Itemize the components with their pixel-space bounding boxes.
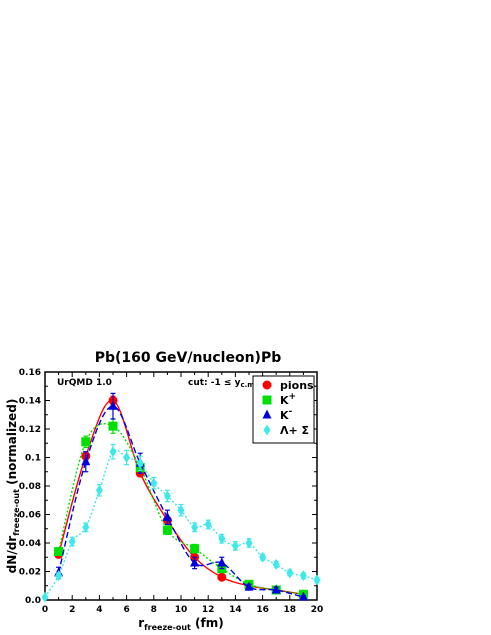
x-tick-label: 8 <box>151 605 157 615</box>
data-point <box>109 446 117 458</box>
data-point <box>190 544 200 554</box>
x-axis-label: rfreeze-out (fm) <box>138 616 224 632</box>
y-tick-label: 0.06 <box>19 511 41 521</box>
data-point <box>190 557 200 567</box>
data-point <box>259 551 267 563</box>
series-line <box>57 423 304 595</box>
x-tick-label: 18 <box>284 605 297 615</box>
data-point <box>271 584 281 594</box>
y-tick-label: 0.0 <box>25 596 41 606</box>
y-tick-label: 0.02 <box>19 568 41 578</box>
legend-marker <box>262 395 272 405</box>
legend-label-sup: - <box>289 407 293 417</box>
legend-marker <box>262 380 272 390</box>
y-axis: 0.0 0.02 0.04 0.06 0.08 0.1 0.12 0.14 0.16 <box>19 368 317 606</box>
data-point <box>191 521 199 533</box>
data-point <box>244 581 254 591</box>
data-point <box>177 504 185 516</box>
series-line <box>57 405 304 598</box>
data-point <box>231 540 239 552</box>
data-point <box>81 437 91 447</box>
x-axis-label-unit: (fm) <box>191 616 224 630</box>
x-tick-label: 10 <box>175 605 188 615</box>
data-point <box>162 511 172 521</box>
data-point <box>299 570 307 582</box>
data-point <box>54 547 64 557</box>
y-axis-label: dN/drfreeze-out (normalized) <box>5 399 21 574</box>
data-point <box>95 484 103 496</box>
x-tick-label: 20 <box>311 605 324 615</box>
y-tick-label: 0.12 <box>19 425 41 435</box>
cut-subscript: c.m. <box>240 381 257 389</box>
x-axis: 0 2 4 6 8 10 12 14 16 18 20 <box>42 372 323 615</box>
data-point <box>218 533 226 545</box>
data-point <box>136 457 144 469</box>
legend-label: K+ <box>280 392 296 407</box>
data-point <box>123 452 131 463</box>
x-tick-label: 4 <box>96 605 102 615</box>
legend-label: Λ+ Σ <box>280 424 309 437</box>
data-point <box>245 537 253 549</box>
chart-title: Pb(160 GeV/nucleon)Pb <box>95 350 282 366</box>
data-point <box>286 567 294 579</box>
x-tick-label: 16 <box>256 605 269 615</box>
data-point <box>81 456 91 466</box>
y-tick-label: 0.16 <box>19 368 41 378</box>
legend-label-name: K <box>280 409 289 422</box>
data-point <box>82 521 90 533</box>
data-point <box>217 557 227 567</box>
y-axis-label-main: dN/dr <box>5 536 19 574</box>
x-tick-label: 6 <box>123 605 129 615</box>
legend-marker <box>263 424 271 436</box>
x-tick-label: 0 <box>42 605 48 615</box>
series-layer <box>41 392 321 603</box>
y-tick-label: 0.04 <box>19 539 41 549</box>
x-axis-label-main: r <box>138 616 144 630</box>
legend-label-sup: + <box>289 392 297 402</box>
data-point <box>298 591 308 601</box>
legend-label: K- <box>280 407 293 422</box>
data-point <box>108 421 118 431</box>
cut-prefix: cut: -1 ≤ y <box>188 378 241 388</box>
legend-label-name: Λ+ Σ <box>280 424 309 437</box>
legend-label-name: K <box>280 394 289 407</box>
data-point <box>162 525 172 535</box>
y-tick-label: 0.1 <box>25 454 41 464</box>
data-point <box>217 572 227 582</box>
legend-marker <box>262 409 272 419</box>
x-tick-label: 14 <box>229 605 242 615</box>
y-tick-label: 0.08 <box>19 482 41 492</box>
data-point <box>163 490 171 502</box>
data-point <box>41 591 49 603</box>
x-tick-label: 2 <box>69 605 75 615</box>
legend-label: pions <box>280 379 314 392</box>
data-point <box>108 400 118 410</box>
data-point <box>55 570 63 582</box>
data-point <box>204 518 212 530</box>
x-axis-label-sub: freeze-out <box>144 623 191 632</box>
data-point <box>313 574 321 586</box>
data-point <box>150 477 158 489</box>
x-tick-label: 12 <box>202 605 215 615</box>
y-tick-label: 0.14 <box>19 397 41 407</box>
data-point <box>272 558 280 570</box>
y-axis-label-sub: freeze-out <box>12 489 21 536</box>
data-point <box>68 536 76 548</box>
legend-label-name: pions <box>280 379 314 392</box>
y-axis-label-unit: (normalized) <box>5 399 19 489</box>
model-annotation: UrQMD 1.0 <box>57 378 112 388</box>
series-3 <box>41 444 321 603</box>
